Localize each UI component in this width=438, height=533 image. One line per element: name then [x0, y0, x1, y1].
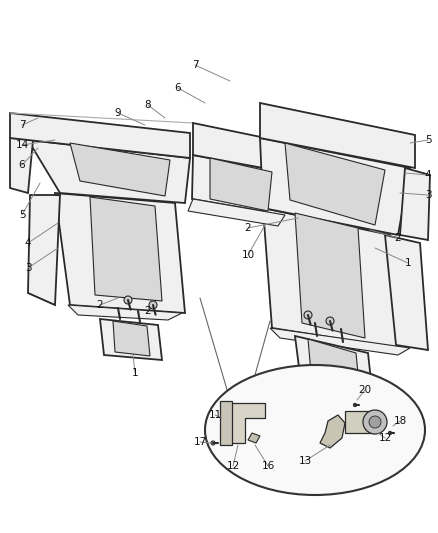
Polygon shape — [68, 305, 182, 320]
Text: 2: 2 — [245, 223, 251, 233]
Polygon shape — [220, 401, 232, 445]
Text: 4: 4 — [25, 238, 31, 248]
Polygon shape — [90, 197, 162, 301]
Text: 4: 4 — [425, 170, 431, 180]
Polygon shape — [113, 321, 150, 356]
Text: 12: 12 — [226, 461, 240, 471]
Polygon shape — [295, 336, 372, 390]
Polygon shape — [248, 433, 260, 443]
Polygon shape — [192, 155, 290, 215]
Polygon shape — [28, 195, 60, 305]
Circle shape — [369, 416, 381, 428]
Text: 9: 9 — [115, 108, 121, 118]
Polygon shape — [188, 199, 285, 226]
Polygon shape — [10, 138, 33, 193]
Text: 2: 2 — [97, 300, 103, 310]
Circle shape — [304, 311, 312, 319]
Polygon shape — [100, 319, 162, 360]
Polygon shape — [285, 143, 385, 225]
Text: 12: 12 — [378, 433, 392, 443]
Circle shape — [124, 296, 132, 304]
Polygon shape — [230, 403, 265, 443]
Text: 3: 3 — [25, 263, 31, 273]
Polygon shape — [295, 213, 365, 338]
Circle shape — [353, 403, 357, 407]
Text: 18: 18 — [393, 416, 406, 426]
Ellipse shape — [205, 365, 425, 495]
Text: 5: 5 — [425, 135, 431, 145]
Circle shape — [389, 431, 392, 434]
Text: 2: 2 — [395, 233, 401, 243]
Text: 7: 7 — [192, 60, 198, 70]
Text: 5: 5 — [19, 210, 25, 220]
Text: 6: 6 — [175, 83, 181, 93]
Text: 2: 2 — [145, 306, 151, 316]
Polygon shape — [55, 193, 185, 313]
Polygon shape — [263, 208, 398, 348]
Polygon shape — [400, 168, 430, 240]
Circle shape — [363, 410, 387, 434]
Text: 1: 1 — [405, 258, 411, 268]
Text: 16: 16 — [261, 461, 275, 471]
Circle shape — [211, 441, 215, 445]
Polygon shape — [270, 328, 410, 355]
Text: 17: 17 — [193, 437, 207, 447]
Text: 10: 10 — [241, 250, 254, 260]
Text: 11: 11 — [208, 410, 222, 420]
Polygon shape — [28, 140, 190, 203]
Text: 14: 14 — [15, 140, 28, 150]
Text: 1: 1 — [132, 368, 138, 378]
Polygon shape — [260, 138, 410, 235]
Text: 8: 8 — [145, 100, 151, 110]
Polygon shape — [70, 143, 170, 196]
Text: 6: 6 — [19, 160, 25, 170]
Polygon shape — [260, 103, 415, 168]
Text: 13: 13 — [298, 456, 311, 466]
Polygon shape — [193, 123, 290, 173]
Polygon shape — [385, 235, 428, 350]
Text: 20: 20 — [358, 385, 371, 395]
Polygon shape — [210, 158, 272, 211]
Polygon shape — [320, 415, 345, 448]
Polygon shape — [308, 339, 359, 384]
Text: 3: 3 — [425, 190, 431, 200]
Circle shape — [149, 301, 157, 309]
Polygon shape — [345, 411, 375, 433]
Circle shape — [326, 317, 334, 325]
Text: 7: 7 — [19, 120, 25, 130]
Polygon shape — [10, 113, 190, 158]
